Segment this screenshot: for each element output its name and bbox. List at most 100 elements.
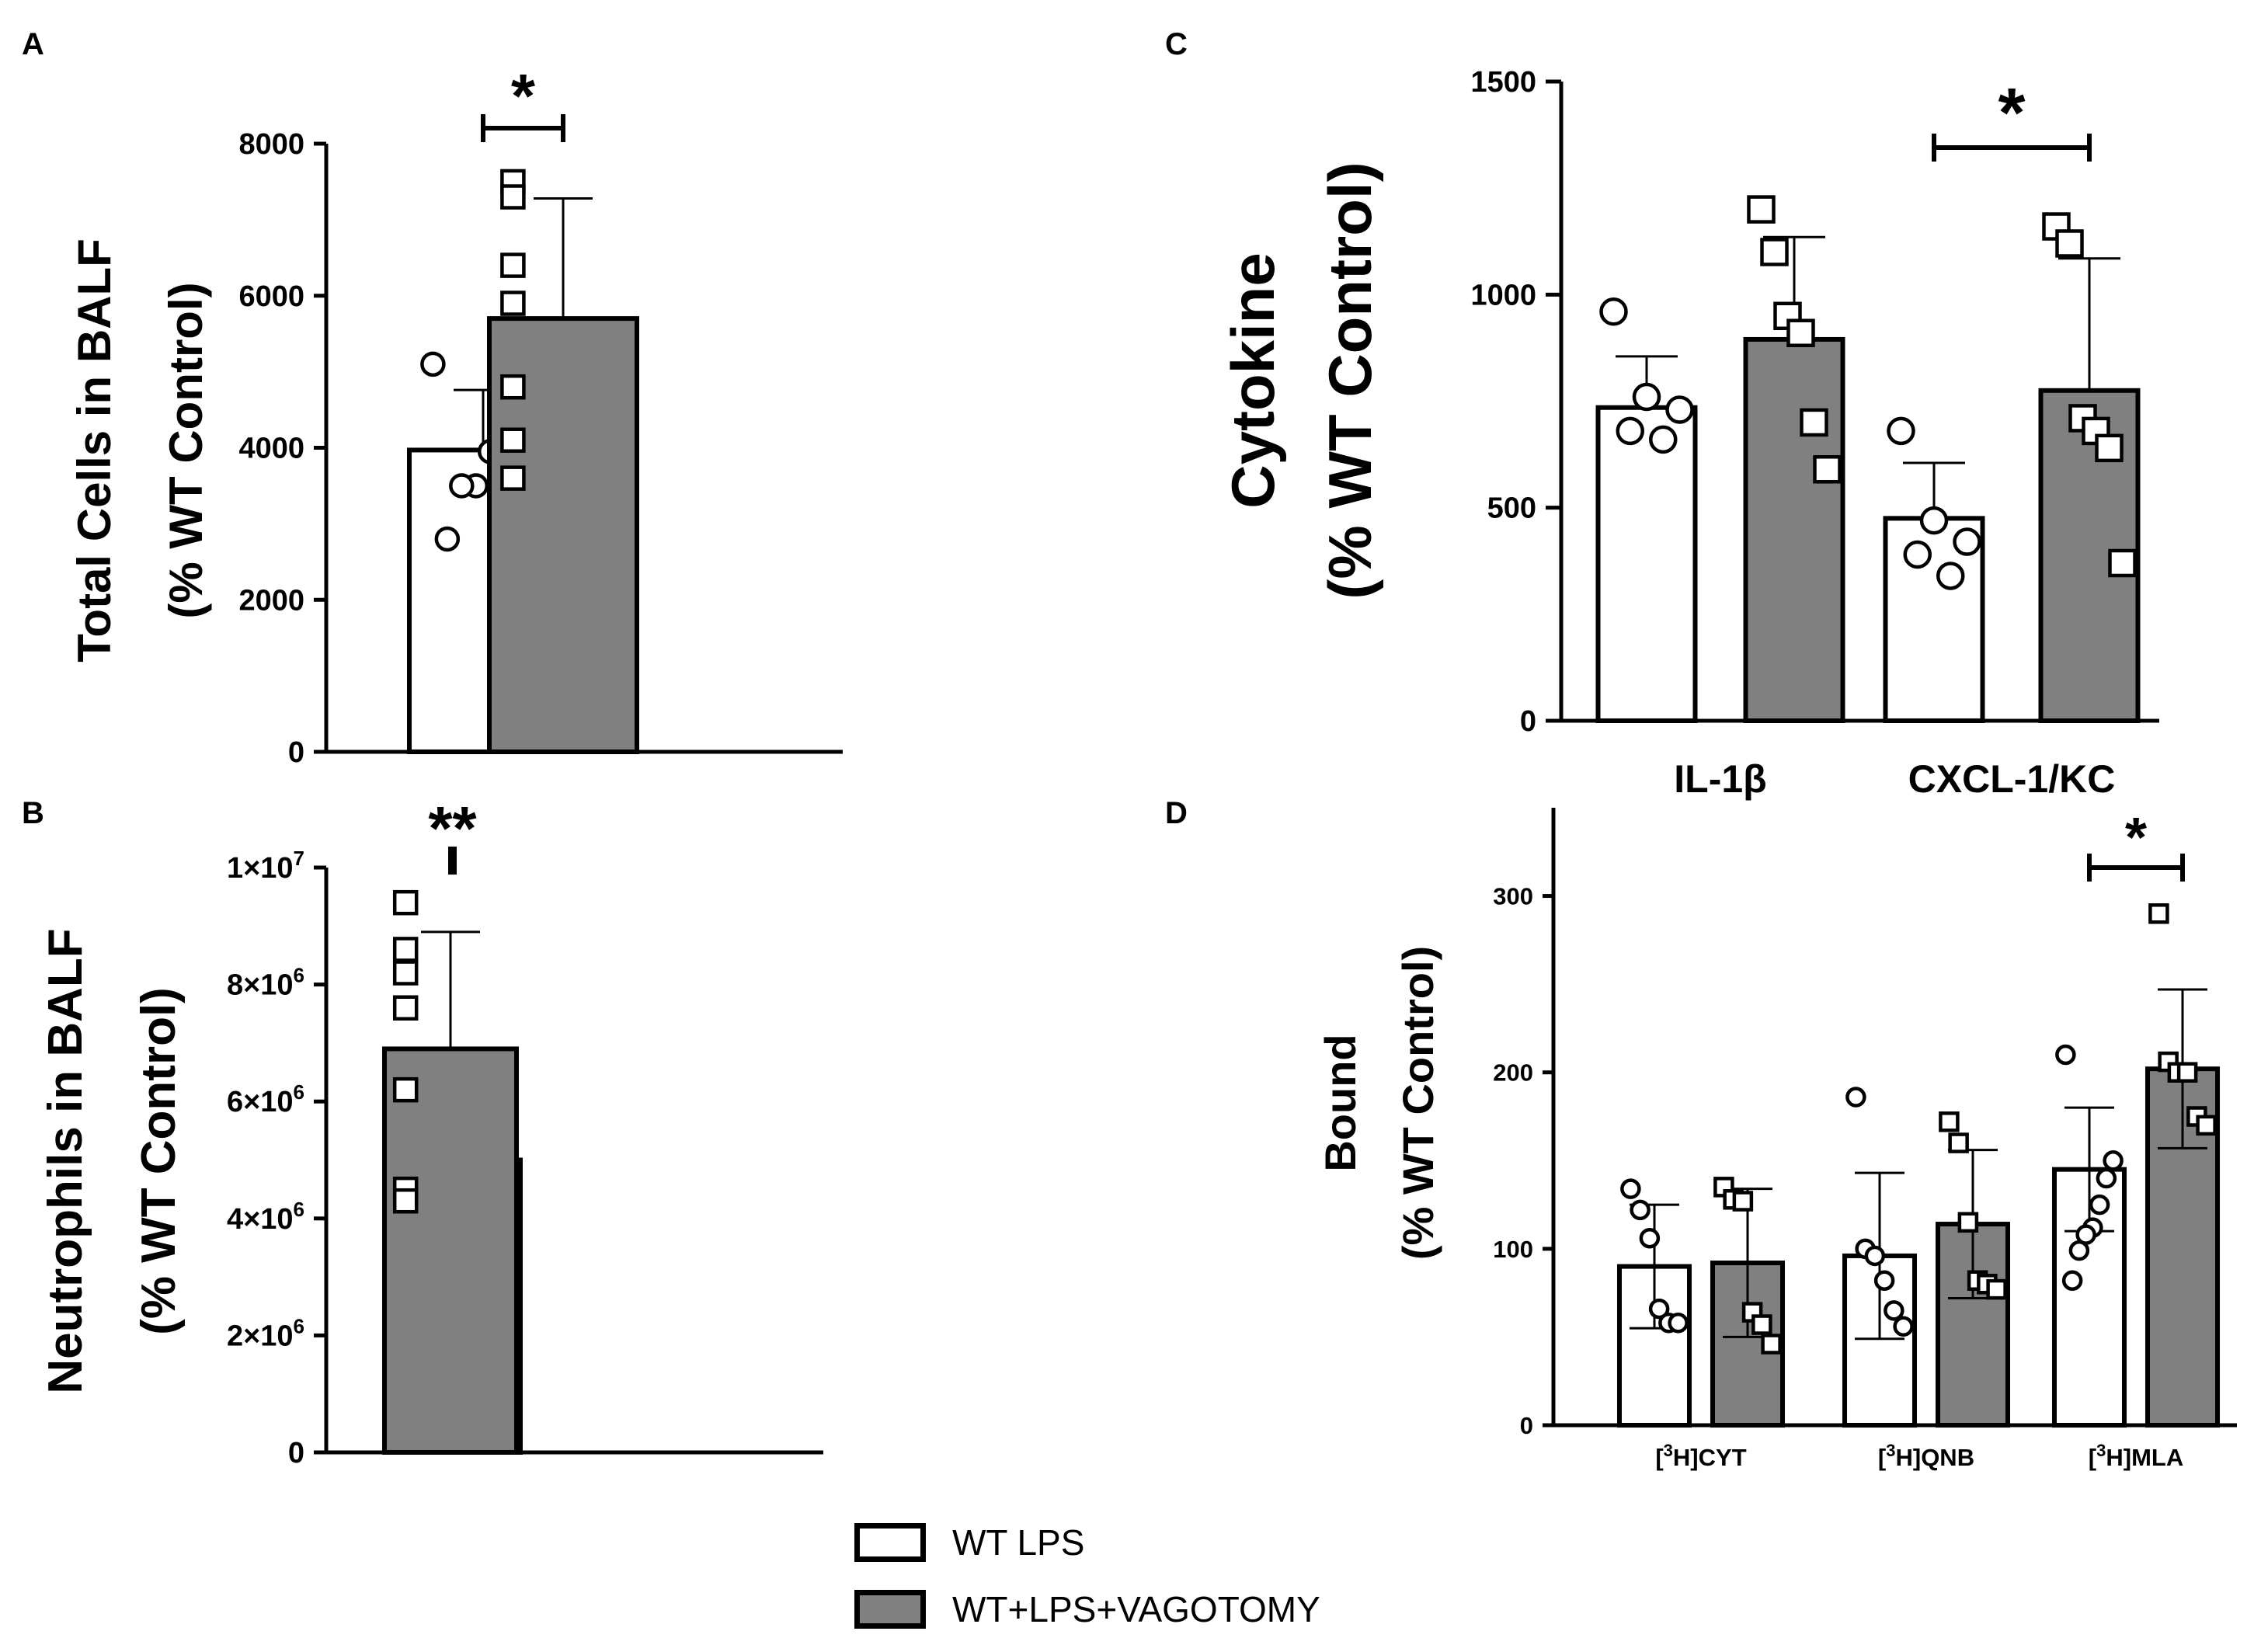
panel-label: C: [1165, 27, 1188, 61]
data-point: [2089, 1194, 2110, 1216]
legend-label-wt-lps: WT LPS: [952, 1522, 1085, 1563]
data-point: [500, 465, 526, 491]
data-point: [1620, 1178, 1641, 1199]
data-point: [1936, 562, 1965, 590]
legend-swatch-wt-lps: [854, 1523, 926, 1562]
category-label: [3H]CYT: [1655, 1441, 1746, 1471]
data-point: [2196, 1115, 2217, 1136]
data-point: [1873, 1270, 1895, 1291]
y-tick-label: 0: [288, 1437, 304, 1469]
data-point: [1665, 395, 1694, 424]
y-tick-label: 2000: [238, 584, 304, 617]
data-point: [1986, 1278, 2007, 1300]
bar: [1743, 336, 1845, 723]
y-axis-title: Bound: [1316, 1034, 1365, 1171]
data-point: [1919, 506, 1949, 535]
data-point: [1813, 455, 1842, 484]
data-point: [500, 427, 526, 453]
data-point: [2061, 1270, 2083, 1291]
data-point: [1953, 527, 1981, 556]
panel-b: B 0 2×106 4×106 6×106 8×106 1×107 Neutrophils i…: [22, 794, 823, 1469]
data-point: [1800, 408, 1828, 437]
y-axis-title: Neutrophils in BALF: [39, 928, 92, 1393]
data-point: [2108, 548, 2137, 578]
category-label: IL-1β: [1674, 757, 1766, 801]
y-tick-label: 1000: [1470, 279, 1536, 311]
y-axis-title: (% WT Control): [160, 282, 212, 618]
data-point: [420, 351, 446, 377]
category-label: [3H]MLA: [2089, 1441, 2183, 1471]
data-point: [1648, 1298, 1670, 1320]
y-tick-label: 300: [1493, 883, 1533, 910]
data-point: [1630, 1199, 1651, 1221]
category-label: [3H]QNB: [1878, 1441, 1974, 1471]
legend-swatch-vagotomy: [854, 1590, 926, 1629]
data-point: [2055, 229, 2084, 258]
data-point: [500, 184, 526, 210]
legend-item-vagotomy: WT+LPS+VAGOTOMY: [854, 1585, 1320, 1633]
y-tick-label: 6×106: [227, 1080, 304, 1118]
y-tick-label: 8000: [238, 128, 304, 161]
panel-a: A 0 2000 4000 6000 8000 Total Cells in BALF (% …: [22, 27, 843, 769]
data-point: [500, 374, 526, 400]
significance-label: *: [2125, 807, 2147, 869]
data-point: [392, 995, 419, 1021]
data-point: [2055, 1044, 2076, 1066]
data-point: [392, 937, 419, 962]
data-point: [1957, 1212, 1979, 1233]
significance-label: *: [1998, 75, 2025, 152]
y-tick-label: 500: [1487, 492, 1536, 525]
data-point: [1639, 1227, 1661, 1249]
panel-c: C 0 500 1000 1500 Cytokine (% WT Control) IL-1β…: [1165, 27, 2159, 801]
data-point: [1761, 1334, 1782, 1355]
data-point: [1616, 416, 1644, 446]
y-tick-label: 0: [1520, 705, 1536, 738]
y-tick-label: 100: [1493, 1236, 1533, 1263]
data-point: [1649, 425, 1678, 454]
y-tick-label: 1×107: [227, 847, 304, 885]
category-label: CXCL-1/KC: [1908, 757, 2116, 801]
y-axis-title: (% WT Control): [1316, 162, 1384, 599]
data-point: [1732, 1191, 1754, 1212]
legend-item-wt-lps: WT LPS: [854, 1518, 1320, 1567]
significance-label: **: [428, 794, 477, 863]
y-axis-title: Total Cells in BALF: [68, 238, 120, 663]
data-point: [1864, 1245, 1886, 1267]
data-point: [1747, 195, 1776, 224]
data-point: [1893, 1316, 1914, 1337]
data-point: [2068, 1240, 2090, 1261]
data-point: [2103, 1150, 2124, 1171]
data-point: [1632, 382, 1661, 412]
data-point: [1939, 1111, 1960, 1132]
data-point: [434, 526, 461, 552]
y-tick-label: 2×106: [227, 1314, 304, 1352]
data-point: [392, 889, 419, 916]
y-tick-label: 8×106: [227, 964, 304, 1002]
panel-label: A: [22, 27, 44, 61]
data-point: [1884, 1300, 1904, 1321]
data-point: [392, 960, 419, 986]
y-tick-label: 1500: [1470, 66, 1536, 99]
bar: [1595, 405, 1698, 723]
data-point: [1948, 1132, 1969, 1153]
y-tick-label: 200: [1493, 1059, 1533, 1087]
data-point: [1760, 238, 1789, 266]
y-axis-title: (% WT Control): [1393, 946, 1442, 1260]
bar: [382, 1046, 519, 1455]
y-axis-title: Cytokine: [1219, 252, 1287, 508]
legend: WT LPS WT+LPS+VAGOTOMY: [854, 1518, 1320, 1652]
data-point: [500, 290, 526, 316]
panel-label: D: [1165, 796, 1188, 830]
significance-label: *: [511, 61, 536, 130]
panel-label: B: [22, 796, 44, 830]
data-point: [392, 1076, 419, 1103]
legend-label-vagotomy: WT+LPS+VAGOTOMY: [952, 1589, 1320, 1629]
y-tick-label: 6000: [238, 280, 304, 313]
y-tick-label: 4000: [238, 433, 304, 465]
data-point: [1599, 297, 1628, 326]
panel-d: D 0 100 200 300 Bound (% WT Control) [3H]CYT [3H…: [1165, 796, 2237, 1471]
data-point: [2176, 1062, 2198, 1083]
data-point: [1903, 540, 1932, 569]
y-axis-title: (% WT Control): [132, 987, 186, 1335]
